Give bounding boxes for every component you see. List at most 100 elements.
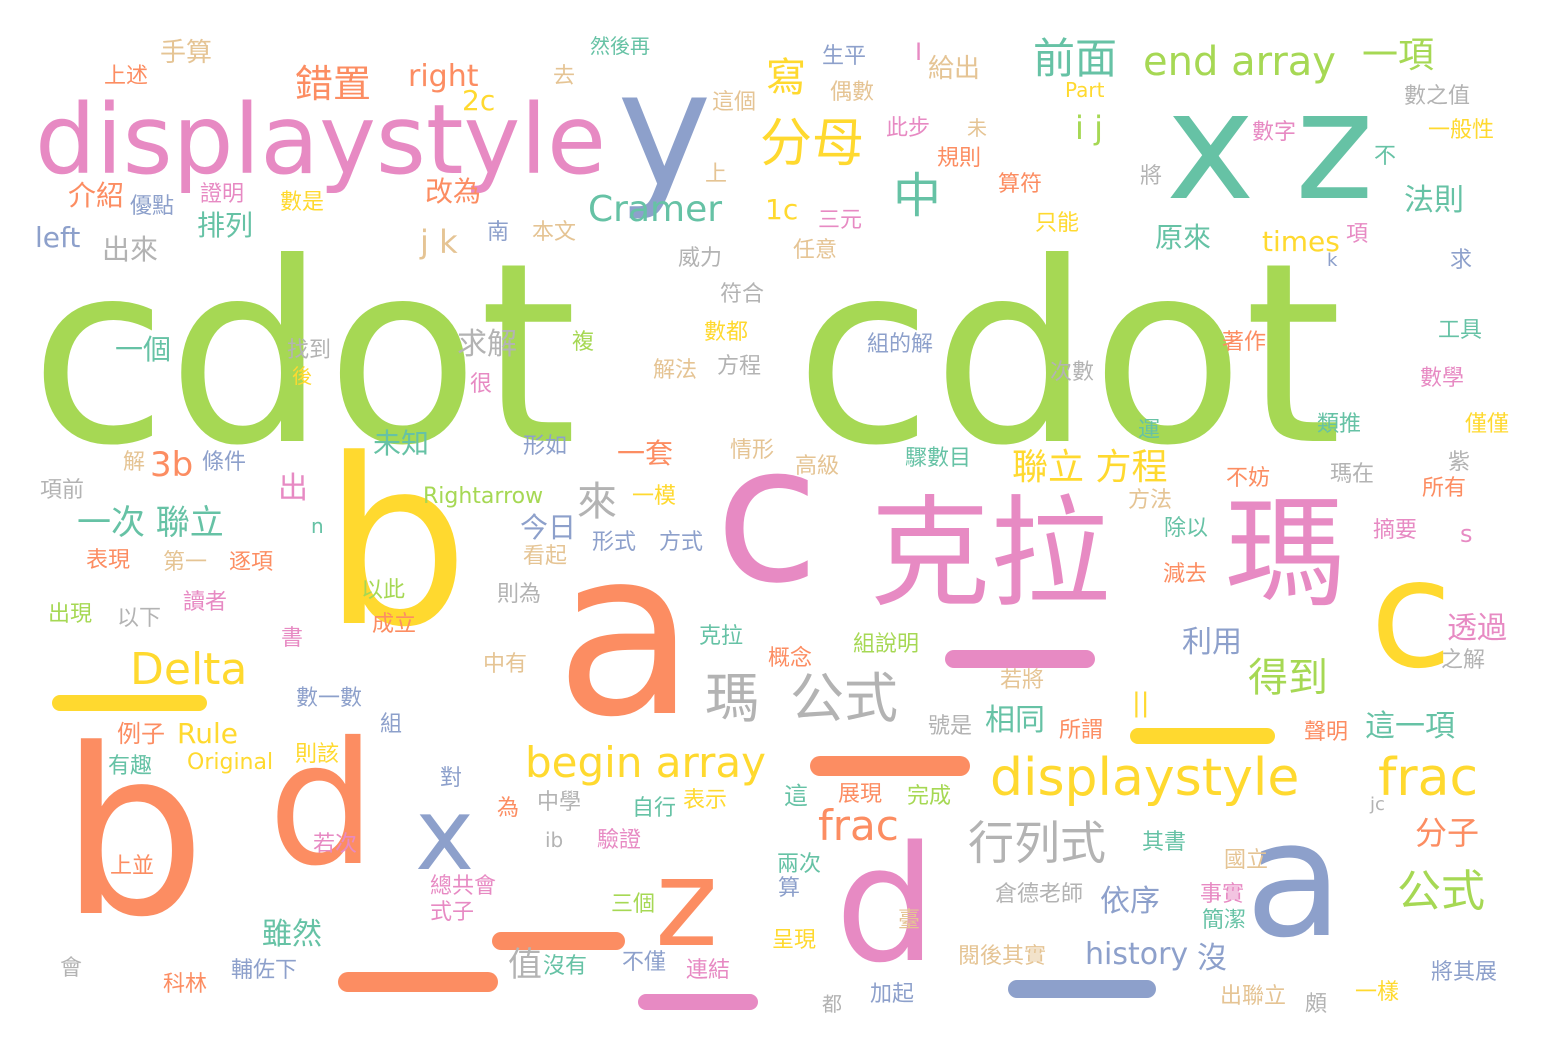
- cloud-word: 簡潔: [1202, 908, 1247, 933]
- cloud-word: x: [415, 776, 475, 893]
- cloud-word: 所謂: [1059, 718, 1104, 743]
- cloud-word: 透過: [1447, 611, 1507, 646]
- cloud-word: 數一數: [296, 686, 363, 711]
- cloud-word: 呈現: [772, 928, 817, 953]
- cloud-word: 克拉: [699, 624, 744, 649]
- cloud-word: 瑪: [1225, 485, 1345, 624]
- cloud-word: 未: [967, 116, 987, 140]
- cloud-word: 表示: [683, 788, 728, 813]
- cloud-word: 事實: [1200, 882, 1245, 907]
- cloud-word: 倉德老師: [995, 882, 1084, 907]
- cloud-word: 以此: [361, 578, 406, 603]
- cloud-word: 證明: [200, 182, 245, 207]
- cloud-word: 組說明: [853, 632, 920, 657]
- cloud-word: 生平: [822, 44, 867, 69]
- cloud-word: 很: [470, 372, 493, 397]
- cloud-word: 驗證: [597, 828, 642, 853]
- cloud-word: 瑪在: [1330, 462, 1375, 487]
- cloud-word: 三個: [611, 892, 656, 917]
- cloud-word: 3b: [150, 445, 194, 485]
- cloud-word: 偶數: [830, 80, 875, 105]
- cloud-word: a: [555, 501, 696, 768]
- cloud-word: 對: [440, 766, 463, 791]
- cloud-word: 則該: [295, 742, 340, 767]
- cloud-word: 出現: [48, 602, 93, 627]
- cloud-word: 算: [778, 876, 801, 901]
- underscore-bar: [1130, 728, 1275, 744]
- cloud-word: history: [1085, 937, 1189, 972]
- cloud-word: 若次: [313, 832, 358, 857]
- cloud-word: Part: [1065, 78, 1105, 102]
- cloud-word: end array: [1143, 39, 1336, 85]
- cloud-word: 紫: [1448, 450, 1471, 475]
- cloud-word: ib: [545, 828, 564, 852]
- cloud-word: 優點: [130, 194, 175, 219]
- cloud-word: ||: [1132, 688, 1150, 718]
- cloud-word: 利用: [1182, 625, 1242, 660]
- cloud-word: 聯立 方程: [1012, 447, 1168, 488]
- cloud-word: 方法: [1128, 488, 1173, 513]
- cloud-word: 概念: [768, 646, 813, 671]
- cloud-word: 以下: [117, 606, 162, 631]
- cloud-word: 未知: [373, 427, 430, 460]
- cloud-word: 數字: [1252, 120, 1297, 145]
- cloud-word: 錯置: [295, 62, 372, 106]
- cloud-word: 運: [1138, 418, 1161, 443]
- cloud-word: 中有: [483, 652, 528, 677]
- cloud-word: 展現: [838, 782, 883, 807]
- cloud-word: 書: [281, 626, 304, 651]
- cloud-word: 行列式: [968, 816, 1106, 870]
- cloud-word: 求解: [457, 327, 517, 362]
- cloud-word: 出聯立: [1220, 984, 1287, 1009]
- cloud-word: 數之值: [1404, 84, 1471, 109]
- cloud-word: 得到: [1248, 655, 1328, 701]
- cloud-word: 這一項: [1365, 709, 1455, 744]
- cloud-word: 若將: [1000, 668, 1045, 693]
- cloud-word: i j: [1075, 109, 1103, 147]
- cloud-word: 今日: [520, 511, 577, 544]
- cloud-word: 所有: [1422, 476, 1467, 501]
- cloud-word: right: [408, 59, 479, 94]
- cloud-word: 寫: [766, 55, 806, 101]
- cloud-word: 例子: [117, 720, 165, 748]
- cloud-word: c: [1370, 528, 1453, 702]
- cloud-word: 分母: [760, 114, 865, 174]
- cloud-word: 摘要: [1373, 518, 1418, 543]
- cloud-word: 改為: [425, 175, 482, 208]
- cloud-word: z: [1295, 60, 1374, 234]
- cloud-word: y: [617, 36, 712, 223]
- cloud-word: 則為: [497, 582, 542, 607]
- cloud-word: 都: [822, 992, 842, 1016]
- cloud-word: 成立: [372, 612, 417, 637]
- cloud-word: 公式: [1397, 866, 1485, 917]
- cloud-word: 將: [1140, 164, 1163, 189]
- cloud-word: 中學: [537, 790, 582, 815]
- cloud-word: 找到: [287, 338, 332, 363]
- cloud-word: 解法: [653, 358, 698, 383]
- cloud-word: 高級: [795, 454, 840, 479]
- underscore-bar: [492, 932, 625, 950]
- cloud-word: 方程: [717, 354, 762, 379]
- cloud-word: 條件: [202, 450, 247, 475]
- cloud-word: 兩次: [777, 852, 822, 877]
- cloud-word: left: [35, 221, 81, 254]
- cloud-word: 後: [292, 364, 312, 388]
- cloud-word: frac: [1378, 748, 1479, 808]
- cloud-word: 給出: [928, 54, 981, 84]
- cloud-word: 複: [572, 330, 595, 355]
- cloud-word: 著作: [1222, 330, 1267, 355]
- cloud-word: 一個: [115, 333, 172, 366]
- cloud-word: 科林: [163, 972, 208, 997]
- cloud-word: 規則: [937, 146, 982, 171]
- cloud-word: 雖然: [262, 917, 322, 952]
- cloud-word: 不僅: [622, 950, 667, 975]
- cloud-word: 僅僅: [1465, 412, 1510, 437]
- cloud-word: z: [655, 835, 718, 974]
- cloud-word: 除以: [1164, 516, 1209, 541]
- cloud-word: 2c: [462, 84, 496, 117]
- cloud-word: 表現: [86, 548, 131, 573]
- cloud-word: 式子: [430, 900, 475, 925]
- cloud-word: 中: [893, 168, 942, 224]
- cloud-word: 減去: [1163, 562, 1208, 587]
